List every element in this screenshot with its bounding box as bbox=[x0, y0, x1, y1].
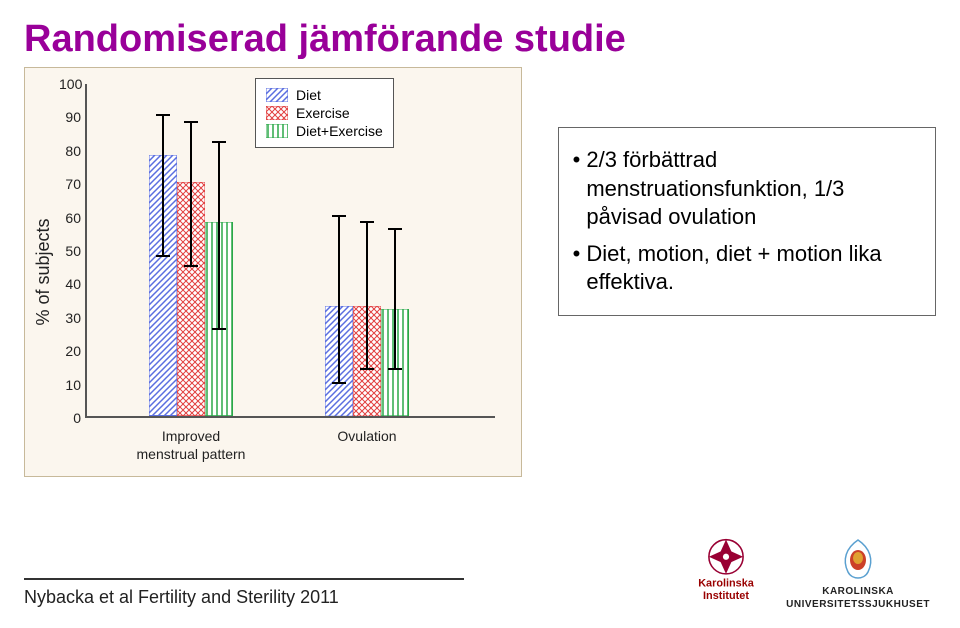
y-tick: 80 bbox=[59, 143, 81, 159]
error-bar bbox=[218, 142, 220, 329]
legend-item: Diet+Exercise bbox=[266, 123, 383, 139]
y-tick: 60 bbox=[59, 210, 81, 226]
y-tick: 50 bbox=[59, 243, 81, 259]
bullet-item: 2/3 förbättrad menstruationsfunktion, 1/… bbox=[573, 146, 921, 232]
y-tick: 20 bbox=[59, 343, 81, 359]
chart-legend: Diet Exercise Diet+Exercise bbox=[255, 78, 394, 148]
citation: Nybacka et al Fertility and Sterility 20… bbox=[24, 587, 339, 608]
legend-label: Diet+Exercise bbox=[296, 123, 383, 139]
karolinska-institutet-logo: Karolinska Institutet bbox=[684, 535, 768, 610]
x-tick: menstrual pattern bbox=[137, 446, 246, 462]
y-tick: 30 bbox=[59, 310, 81, 326]
error-bar bbox=[162, 115, 164, 255]
x-tick: Improved bbox=[162, 428, 220, 444]
page-title: Randomiserad jämförande studie bbox=[24, 18, 936, 61]
y-tick: 0 bbox=[59, 410, 81, 426]
legend-label: Diet bbox=[296, 87, 321, 103]
error-bar bbox=[338, 216, 340, 383]
y-tick: 10 bbox=[59, 377, 81, 393]
ku-label-1: KAROLINSKA bbox=[822, 586, 894, 597]
karolinska-sjukhuset-logo: KAROLINSKA UNIVERSITETSSJUKHUSET bbox=[786, 536, 930, 610]
error-bar bbox=[394, 229, 396, 369]
error-bar bbox=[190, 122, 192, 266]
error-bar bbox=[366, 222, 368, 369]
y-tick: 100 bbox=[59, 76, 81, 92]
legend-label: Exercise bbox=[296, 105, 350, 121]
y-axis-label: % of subjects bbox=[33, 218, 54, 325]
divider bbox=[24, 578, 464, 580]
x-tick: Ovulation bbox=[337, 428, 396, 444]
svg-text:Institutet: Institutet bbox=[703, 590, 749, 602]
bullet-item: Diet, motion, diet + motion lika effekti… bbox=[573, 240, 921, 297]
legend-item: Diet bbox=[266, 87, 383, 103]
legend-item: Exercise bbox=[266, 105, 383, 121]
ku-label-2: UNIVERSITETSSJUKHUSET bbox=[786, 599, 930, 610]
y-tick: 90 bbox=[59, 109, 81, 125]
bar-chart: % of subjects Improved menstrual pattern O… bbox=[24, 67, 522, 477]
y-tick: 40 bbox=[59, 276, 81, 292]
svg-text:Karolinska: Karolinska bbox=[698, 577, 755, 589]
y-tick: 70 bbox=[59, 176, 81, 192]
findings-box: 2/3 förbättrad menstruationsfunktion, 1/… bbox=[558, 127, 936, 316]
